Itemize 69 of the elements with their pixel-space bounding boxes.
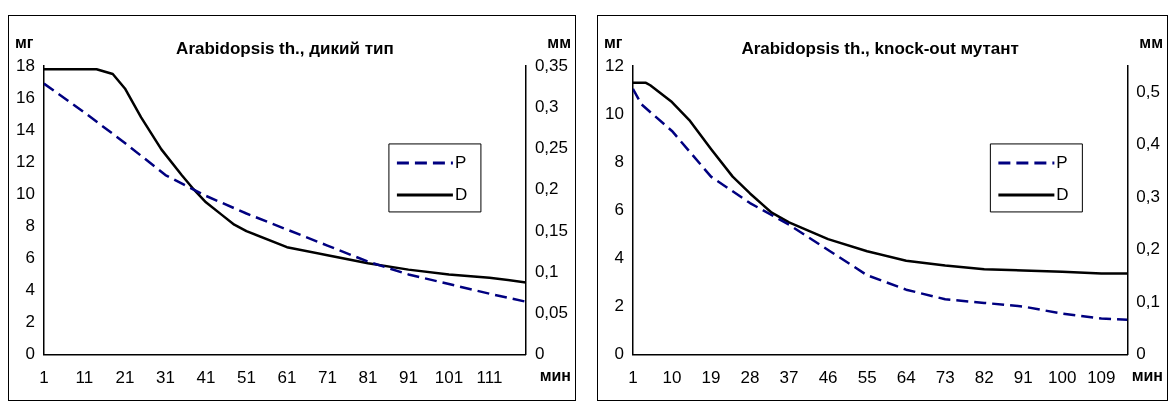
x-tick-label: 91 bbox=[398, 368, 418, 388]
y-tick-label: 8 bbox=[614, 151, 624, 171]
x-tick-label: 41 bbox=[196, 368, 216, 388]
legend-label: P bbox=[454, 152, 467, 172]
x-tick-label: 28 bbox=[740, 368, 760, 388]
x-tick-label: 81 bbox=[358, 368, 378, 388]
y2-tick-label: 0,15 bbox=[534, 220, 569, 240]
y-tick-label: 0 bbox=[25, 344, 35, 364]
y-tick-label: 2 bbox=[25, 312, 35, 332]
y2-axis-title: мм bbox=[1139, 34, 1163, 52]
x-tick-label: 64 bbox=[896, 368, 916, 388]
y2-tick-label: 0,05 bbox=[534, 303, 569, 323]
x-tick-label: 19 bbox=[701, 368, 721, 388]
x-tick-label: 82 bbox=[974, 368, 994, 388]
y-tick-label: 4 bbox=[25, 280, 35, 300]
y-tick-label: 16 bbox=[15, 87, 35, 107]
x-tick-label: 109 bbox=[1087, 368, 1116, 388]
y-tick-label: 12 bbox=[604, 55, 624, 75]
y-tick-label: 10 bbox=[15, 183, 35, 203]
x-tick-label: 100 bbox=[1048, 368, 1077, 388]
y2-tick-label: 0,1 bbox=[534, 261, 559, 281]
y-tick-label: 12 bbox=[15, 151, 35, 171]
x-tick-label: 111 bbox=[476, 368, 503, 388]
x-tick-label: 55 bbox=[857, 368, 877, 388]
line-series bbox=[632, 87, 1128, 321]
y-tick-label: 6 bbox=[614, 199, 624, 219]
x-tick-label: 91 bbox=[1013, 368, 1033, 388]
y-tick-label: 0 bbox=[614, 344, 624, 364]
y-axis-title: мг bbox=[604, 34, 623, 52]
y-axis-title: мг bbox=[15, 34, 34, 52]
y2-tick-label: 0,4 bbox=[1136, 134, 1161, 154]
x-tick-label: 1 bbox=[628, 368, 638, 388]
x-tick-label: 11 bbox=[75, 368, 94, 388]
legend-label: D bbox=[1056, 184, 1069, 204]
x-tick-label: 61 bbox=[277, 368, 297, 388]
y-tick-label: 18 bbox=[15, 55, 35, 75]
y-tick-label: 8 bbox=[25, 216, 35, 236]
y2-tick-label: 0,3 bbox=[1136, 186, 1161, 206]
x-tick-label: 1 bbox=[39, 368, 49, 388]
legend-label: P bbox=[1056, 152, 1068, 172]
x-tick-label: 71 bbox=[317, 368, 337, 388]
x-tick-label: 10 bbox=[662, 368, 682, 388]
y2-tick-label: 0,1 bbox=[1136, 291, 1161, 311]
x-tick-label: 21 bbox=[115, 368, 135, 388]
y2-tick-label: 0,5 bbox=[1136, 81, 1161, 101]
x-tick-label: 101 bbox=[434, 368, 464, 388]
chart-title: Arabidopsis th., knock-out мутант bbox=[741, 39, 1019, 59]
y2-tick-label: 0,3 bbox=[534, 96, 559, 116]
y-tick-label: 6 bbox=[25, 248, 35, 268]
y-tick-label: 14 bbox=[15, 119, 35, 139]
y2-tick-label: 0,25 bbox=[534, 138, 569, 158]
x-axis-title: мин bbox=[1131, 367, 1163, 385]
chart-title: Arabidopsis th., дикий тип bbox=[176, 39, 394, 59]
y2-tick-label: 0,2 bbox=[534, 179, 559, 199]
y2-tick-label: 0 bbox=[534, 344, 545, 364]
x-tick-label: 46 bbox=[818, 368, 838, 388]
x-tick-label: 73 bbox=[935, 368, 955, 388]
y2-tick-label: 0,2 bbox=[1136, 239, 1161, 259]
x-axis-title: мин bbox=[539, 367, 571, 385]
y-tick-label: 10 bbox=[604, 103, 624, 123]
x-tick-label: 51 bbox=[236, 368, 256, 388]
y2-axis-title: мм bbox=[547, 34, 571, 52]
x-tick-label: 31 bbox=[155, 368, 175, 388]
x-tick-label: 37 bbox=[779, 368, 799, 388]
y2-tick-label: 0 bbox=[1136, 344, 1146, 364]
legend-label: D bbox=[454, 184, 468, 204]
y2-tick-label: 0,35 bbox=[534, 55, 569, 75]
y-tick-label: 2 bbox=[614, 296, 624, 316]
y-tick-label: 4 bbox=[614, 248, 624, 268]
